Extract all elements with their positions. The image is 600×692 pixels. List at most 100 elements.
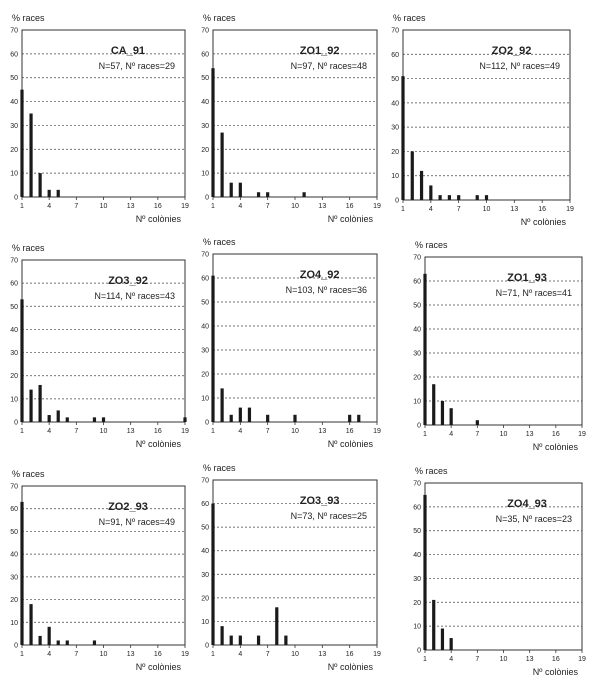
- bar-2: [29, 389, 33, 422]
- plot-frame: [21, 259, 186, 423]
- x-axis-label: Nº colònies: [136, 214, 182, 224]
- bar-4: [47, 415, 51, 422]
- plot-frame: [212, 253, 378, 423]
- x-tick-label: 13: [127, 428, 135, 435]
- x-tick-label: 13: [318, 428, 326, 435]
- y-tick-label: 20: [201, 372, 209, 379]
- bar-9: [92, 417, 97, 422]
- x-axis-label: Nº colònies: [328, 214, 374, 224]
- y-tick-label: 0: [395, 198, 399, 205]
- x-tick-label: 19: [578, 431, 586, 438]
- y-tick-label: 10: [10, 171, 18, 178]
- chart-title: ZO2_92: [492, 45, 532, 57]
- x-tick-label: 7: [475, 656, 479, 663]
- bar-8: [275, 607, 279, 645]
- x-tick-label: 19: [181, 428, 189, 435]
- x-tick-label: 10: [291, 428, 299, 435]
- x-tick-label: 13: [526, 431, 534, 438]
- x-axis-label: Nº colònies: [521, 217, 567, 227]
- x-tick-label: 16: [154, 428, 162, 435]
- y-tick-label: 50: [413, 528, 421, 535]
- y-tick-label: 20: [391, 149, 399, 156]
- y-tick-label: 60: [10, 506, 18, 513]
- x-tick-label: 1: [211, 203, 215, 210]
- y-tick-label: 70: [413, 255, 421, 262]
- bar-1: [423, 273, 427, 425]
- bar-1: [20, 89, 24, 197]
- chart-panel-7: 0 10 20 30 40 50 60 70 1 4 7 10 13 16 19 % races Nº colò…: [10, 469, 189, 672]
- y-tick-label: 0: [14, 420, 18, 427]
- x-tick-label: 16: [154, 203, 162, 210]
- chart-title: ZO4_92: [300, 269, 340, 281]
- y-tick-label: 50: [413, 303, 421, 310]
- bar-3: [229, 182, 233, 197]
- bar-4: [429, 185, 433, 200]
- y-tick-label: 10: [413, 624, 421, 631]
- y-tick-label: 50: [391, 76, 399, 83]
- bar-16: [348, 414, 352, 422]
- y-tick-label: 40: [10, 552, 18, 559]
- x-tick-label: 19: [373, 428, 381, 435]
- y-tick-label: 0: [14, 643, 18, 650]
- bar-1: [423, 494, 427, 650]
- x-tick-label: 4: [47, 651, 51, 658]
- y-tick-label: 60: [413, 279, 421, 286]
- chart-title: ZO3_93: [300, 495, 340, 507]
- bar-5: [56, 410, 60, 422]
- chart-panel-5: 0 10 20 30 40 50 60 70 1 4 7 10 13 16 19 % races Nº colò…: [201, 237, 381, 449]
- x-tick-label: 7: [266, 428, 270, 435]
- x-tick-label: 4: [449, 431, 453, 438]
- y-tick-label: 20: [201, 595, 209, 602]
- x-tick-label: 1: [211, 428, 215, 435]
- bar-3: [38, 173, 42, 197]
- bar-3: [419, 170, 424, 200]
- y-tick-label: 70: [10, 484, 18, 491]
- x-tick-label: 19: [566, 206, 574, 213]
- y-axis-label: % races: [12, 13, 45, 23]
- x-tick-label: 16: [552, 656, 560, 663]
- bar-1: [211, 503, 215, 645]
- x-tick-label: 1: [20, 651, 24, 658]
- bar-10: [484, 195, 489, 200]
- y-tick-label: 0: [417, 423, 421, 430]
- bar-4: [238, 407, 242, 422]
- x-tick-label: 10: [100, 428, 108, 435]
- x-tick-label: 7: [457, 206, 461, 213]
- x-tick-label: 4: [238, 428, 242, 435]
- bar-7: [457, 195, 461, 200]
- bar-2: [410, 151, 414, 200]
- y-tick-label: 40: [413, 327, 421, 334]
- x-tick-label: 16: [154, 651, 162, 658]
- x-tick-label: 7: [266, 651, 270, 658]
- bar-5: [56, 640, 60, 645]
- x-tick-label: 16: [538, 206, 546, 213]
- bar-3: [229, 414, 233, 422]
- y-axis-label: % races: [12, 243, 45, 253]
- bar-6: [256, 192, 261, 197]
- chart-title: ZO4_93: [507, 498, 547, 510]
- x-tick-label: 1: [20, 428, 24, 435]
- chart-title: CA_91: [111, 45, 145, 57]
- x-tick-label: 1: [423, 431, 427, 438]
- y-tick-label: 70: [10, 258, 18, 265]
- bar-4: [449, 408, 453, 425]
- x-tick-label: 19: [578, 656, 586, 663]
- y-tick-label: 30: [201, 123, 209, 130]
- y-tick-label: 0: [205, 195, 209, 202]
- x-tick-label: 16: [552, 431, 560, 438]
- plot-frame: [212, 479, 378, 646]
- y-tick-label: 0: [205, 643, 209, 650]
- bar-1: [20, 299, 24, 422]
- bar-11: [302, 192, 306, 197]
- chart-panel-6: 0 10 20 30 40 50 60 70 1 4 7 10 13 16 19 % races Nº colò…: [413, 240, 586, 452]
- x-tick-label: 4: [238, 651, 242, 658]
- x-tick-label: 16: [346, 651, 354, 658]
- x-tick-label: 4: [449, 656, 453, 663]
- x-axis-label: Nº colònies: [533, 667, 579, 677]
- chart-panel-2: 0 10 20 30 40 50 60 70 1 4 7 10 13 16 19 % races Nº colò…: [201, 13, 381, 224]
- x-tick-label: 19: [373, 651, 381, 658]
- y-axis-label: % races: [415, 240, 448, 250]
- y-tick-label: 40: [201, 99, 209, 106]
- y-axis-label: % races: [12, 469, 45, 479]
